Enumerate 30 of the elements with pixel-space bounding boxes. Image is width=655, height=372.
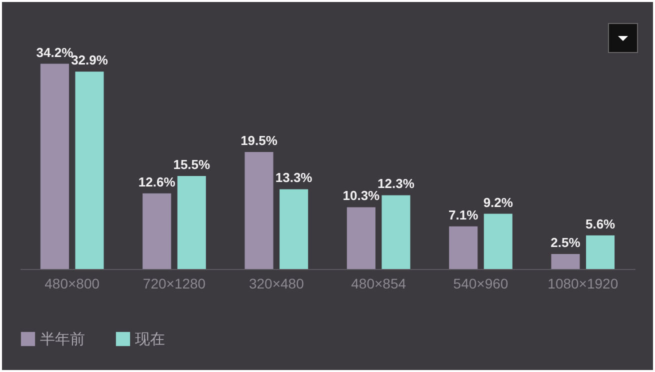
data-label: 5.6% — [585, 216, 616, 232]
bar — [244, 152, 274, 269]
data-label: 2.5% — [550, 235, 581, 250]
x-tick-label: 540×960 — [453, 276, 508, 292]
bar — [40, 64, 69, 269]
x-tick-label: 480×800 — [44, 276, 100, 292]
bar — [382, 195, 410, 269]
data-label: 10.3% — [342, 188, 380, 204]
bar — [142, 193, 172, 269]
bar — [551, 254, 580, 269]
bar — [449, 226, 478, 269]
bar — [177, 176, 206, 269]
legend-label: 现在 — [135, 331, 165, 348]
bar — [346, 207, 376, 269]
data-label: 13.3% — [275, 170, 313, 186]
x-tick-label: 320×480 — [248, 276, 304, 292]
data-label: 7.1% — [448, 207, 479, 222]
bar — [75, 72, 104, 269]
bar — [280, 189, 308, 269]
data-label: 12.3% — [378, 176, 415, 192]
bar — [484, 214, 512, 269]
data-label: 12.6% — [138, 174, 176, 190]
legend-label: 半年前 — [40, 331, 85, 348]
x-tick-label: 720×1280 — [142, 276, 206, 292]
data-label: 15.5% — [173, 157, 211, 172]
data-label: 9.2% — [483, 194, 514, 210]
x-tick-label: 480×854 — [351, 276, 406, 292]
data-label: 19.5% — [240, 133, 278, 148]
bar — [586, 235, 615, 269]
x-tick-label: 1080×1920 — [548, 276, 618, 292]
